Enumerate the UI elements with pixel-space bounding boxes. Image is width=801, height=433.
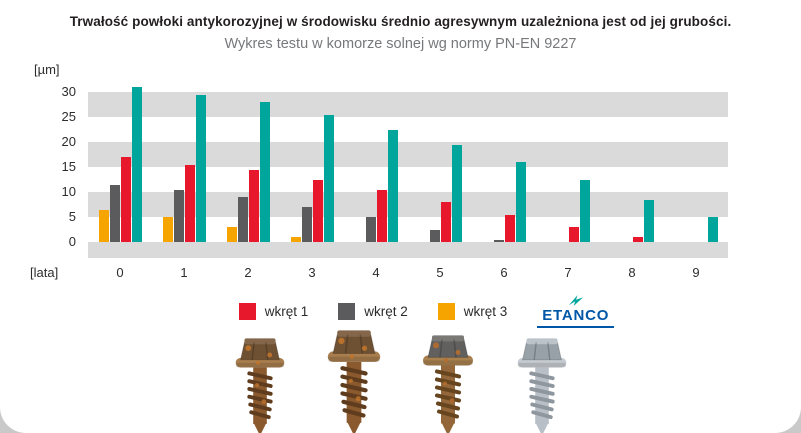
bar-wkręt-3 (162, 217, 173, 242)
bar-wkręt-1 (184, 164, 195, 242)
bar-etanco (387, 129, 398, 242)
bar-wkręt-2 (429, 229, 440, 242)
bar-group (344, 82, 408, 242)
screw-illustration (327, 330, 380, 433)
y-tick-label: 25 (61, 109, 76, 124)
etanco-logo: ETANCO (537, 295, 615, 328)
y-tick-label: 30 (61, 84, 76, 99)
axis-spacer (30, 242, 88, 258)
y-tick-label: 0 (68, 234, 76, 249)
legend-label-wkret-1: wkręt 1 (264, 304, 309, 319)
bar-group (152, 82, 216, 242)
bar-etanco (451, 144, 462, 242)
bar-etanco (515, 162, 526, 242)
y-tick-label: 20 (61, 134, 76, 149)
bar-wkręt-2 (301, 207, 312, 242)
bar-wkręt-2 (365, 217, 376, 242)
screw-photo-1 (225, 336, 295, 433)
bar-group (216, 82, 280, 242)
x-tick-label: 3 (308, 265, 316, 280)
legend-item-wkret-2: wkręt 2 (338, 303, 408, 320)
bar-group (536, 82, 600, 242)
bar-wkręt-2 (237, 197, 248, 242)
x-tick-label: 9 (692, 265, 700, 280)
bar-wkręt-2 (493, 239, 504, 242)
bar-chart: [µm] 0 5 10 15 20 25 30 [lata] 0 1 2 3 4 5 6 7 8 9 (30, 62, 801, 284)
legend-item-wkret-3: wkręt 3 (437, 303, 508, 320)
x-tick-label: 7 (564, 265, 572, 280)
plot-area (88, 82, 728, 242)
x-tick-label: 6 (500, 265, 508, 280)
etanco-wordmark: ETANCO (542, 307, 610, 324)
legend-item-wkret-1: wkręt 1 (238, 303, 309, 320)
y-tick-label: 10 (61, 184, 76, 199)
bar-wkręt-1 (504, 214, 515, 242)
x-tick-label: 4 (372, 265, 380, 280)
y-axis-unit-label: [µm] (34, 62, 60, 77)
screw-photo-2 (316, 328, 392, 433)
bar-wkręt-1 (632, 237, 643, 242)
x-tick-label: 5 (436, 265, 444, 280)
bar-etanco (707, 217, 718, 242)
y-tick-label: 15 (61, 159, 76, 174)
chart-subtitle: Wykres testu w komorze solnej wg normy P… (224, 36, 577, 52)
bar-group (280, 82, 344, 242)
screw-illustration (235, 338, 284, 433)
bar-etanco (643, 199, 654, 242)
bar-wkręt-3 (290, 237, 301, 242)
bar-wkręt-1 (376, 189, 387, 242)
legend-swatch-wkret-2 (338, 303, 356, 320)
screw-photos-row (0, 330, 801, 433)
chart-grid: 0 5 10 15 20 25 30 [lata] 0 1 2 3 4 5 6 7 8 9 (30, 82, 801, 284)
bar-wkręt-1 (120, 157, 131, 242)
bar-group (408, 82, 472, 242)
screw-photo-4 (507, 336, 577, 433)
x-axis-band (88, 242, 728, 258)
bar-etanco (195, 94, 206, 242)
bar-wkręt-1 (312, 179, 323, 242)
bar-wkręt-3 (226, 227, 237, 242)
x-tick-label: 1 (180, 265, 188, 280)
screw-photo-3 (411, 333, 483, 433)
bar-etanco (131, 87, 142, 242)
legend-label-wkret-2: wkręt 2 (364, 304, 408, 319)
bar-wkręt-3 (98, 209, 109, 242)
bar-group (600, 82, 664, 242)
legend-swatch-wkret-1 (238, 303, 256, 320)
y-tick-label: 5 (68, 209, 76, 224)
chart-legend: wkręt 1 wkręt 2 wkręt 3 ETANCO (26, 295, 801, 328)
bar-etanco (259, 102, 270, 242)
screw-illustration (422, 335, 473, 433)
bar-group (88, 82, 152, 242)
x-tick-label: 8 (628, 265, 636, 280)
x-axis-labels: 0 1 2 3 4 5 6 7 8 9 (88, 258, 728, 284)
legend-swatch-wkret-3 (437, 303, 455, 320)
bar-group (472, 82, 536, 242)
etanco-lightning-icon (568, 295, 583, 306)
x-tick-label: 2 (244, 265, 252, 280)
bar-wkręt-1 (248, 169, 259, 242)
chart-title: Trwałość powłoki antykorozyjnej w środow… (69, 14, 732, 29)
legend-label-wkret-3: wkręt 3 (463, 304, 508, 319)
x-axis-unit-label: [lata] (30, 265, 59, 280)
bar-wkręt-2 (109, 184, 120, 242)
bar-wkręt-2 (173, 189, 184, 242)
bar-group (664, 82, 728, 242)
bar-wkręt-1 (568, 227, 579, 242)
x-tick-label: 0 (116, 265, 124, 280)
y-axis: 0 5 10 15 20 25 30 (30, 82, 88, 249)
screw-illustration (517, 338, 566, 433)
bar-etanco (323, 114, 334, 242)
bar-wkręt-1 (440, 202, 451, 242)
bar-etanco (579, 179, 590, 242)
